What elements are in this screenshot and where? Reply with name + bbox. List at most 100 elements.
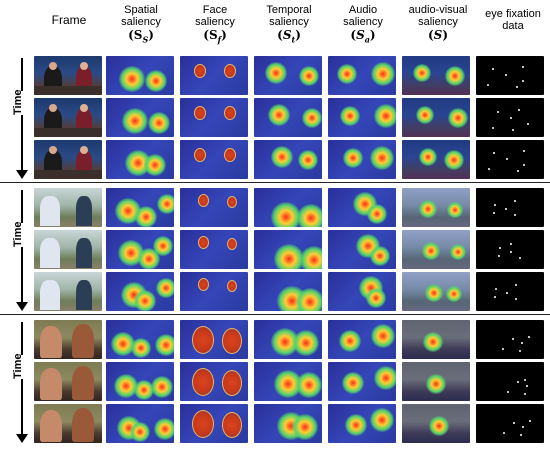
header-face: Face saliency (Sf) (180, 4, 250, 45)
header-frame: Frame (34, 14, 104, 26)
temporal-saliency-cell (254, 56, 322, 95)
header-temporal-symbol: (St) (277, 28, 301, 45)
fixation-point (495, 288, 497, 290)
face-saliency-cell (180, 98, 248, 137)
face-region (194, 148, 206, 162)
temporal-saliency-cell (254, 404, 322, 443)
news-desk (34, 170, 102, 179)
time-axis: Time (6, 54, 30, 182)
fixation-point (520, 434, 522, 436)
saliency-hotspot (374, 104, 396, 128)
officer-figure (76, 196, 92, 226)
spatial-saliency-cell (106, 320, 174, 359)
eye-fixation-cell (476, 230, 544, 269)
fixation-point (487, 84, 489, 86)
temporal-saliency-cell (254, 140, 322, 179)
saliency-hotspot (148, 112, 170, 134)
eye-fixation-cell (476, 362, 544, 401)
header-temporal-line2: saliency (269, 16, 309, 28)
face-region (222, 328, 242, 354)
fixation-point (514, 200, 516, 202)
time-arrow-head-icon (16, 434, 28, 443)
saliency-hotspot (144, 154, 166, 176)
anchor-head (80, 62, 88, 70)
eye-fixation-cell (476, 98, 544, 137)
anchor-head (49, 146, 57, 154)
eye-fixation-cell (476, 56, 544, 95)
officer-figure (76, 280, 92, 310)
time-label: Time (11, 353, 25, 379)
header-fixation-line2: data (502, 20, 524, 32)
saliency-hotspot (366, 288, 386, 308)
time-arrow-head-icon (16, 302, 28, 311)
saliency-hotspot (151, 376, 173, 398)
audiovisual-saliency-cell (402, 272, 470, 311)
officer-figure (40, 196, 60, 226)
frame-cell (34, 98, 102, 137)
saliency-hotspot (296, 288, 322, 311)
audiovisual-saliency-cell (402, 140, 470, 179)
audiovisual-saliency-cell (402, 230, 470, 269)
saliency-hotspot (134, 290, 156, 311)
frame-cell (34, 230, 102, 269)
time-arrow-line (21, 58, 23, 172)
officer-figure (76, 238, 92, 268)
group-separator (0, 182, 550, 183)
frame-cell (34, 272, 102, 311)
saliency-hotspot (447, 202, 463, 218)
eye-fixation-cell (476, 404, 544, 443)
frame-cell (34, 188, 102, 227)
saliency-hotspot (340, 106, 360, 126)
header-audiovisual: audio-visual saliency (S) (400, 4, 476, 41)
fixation-point (516, 86, 518, 88)
saliency-hotspot (155, 334, 174, 356)
time-label: Time (11, 89, 25, 115)
fixation-point (517, 381, 519, 383)
audio-saliency-cell (328, 188, 396, 227)
header-temporal-line1: Temporal (266, 4, 312, 16)
fixation-point (505, 74, 507, 76)
fixation-point (529, 420, 531, 422)
fixation-point (492, 127, 494, 129)
header-temporal: Temporal saliency (St) (254, 4, 324, 45)
fixation-point (499, 247, 501, 249)
person-figure (40, 368, 62, 400)
eye-fixation-cell (476, 320, 544, 359)
fixation-point (510, 251, 512, 253)
fixation-point (517, 170, 519, 172)
saliency-hotspot (374, 366, 396, 390)
saliency-hotspot (370, 246, 390, 266)
fixation-point (493, 152, 495, 154)
temporal-saliency-cell (254, 362, 322, 401)
saliency-grid: Time Time Time (0, 54, 550, 450)
frame-cell (34, 404, 102, 443)
header-audio: Audio saliency (Sa) (328, 4, 398, 45)
fixation-point (494, 204, 496, 206)
saliency-hotspot (342, 372, 364, 394)
anchor-head (49, 104, 57, 112)
saliency-hotspot (131, 338, 151, 358)
header-spatial-line1: Spatial (124, 4, 158, 16)
header-audiovisual-line2: saliency (418, 16, 458, 28)
person-figure (72, 408, 94, 442)
anchor-head (80, 146, 88, 154)
header-face-line2: saliency (195, 16, 235, 28)
saliency-hotspot (337, 64, 357, 84)
saliency-hotspot (156, 278, 174, 298)
saliency-hotspot (416, 106, 434, 124)
frame-cell (34, 320, 102, 359)
time-label: Time (11, 221, 25, 247)
fixation-point (519, 350, 521, 352)
spatial-saliency-cell (106, 98, 174, 137)
fixation-point (507, 391, 509, 393)
fixation-point (522, 66, 524, 68)
saliency-hotspot (119, 66, 145, 92)
anchor-figure (76, 108, 92, 134)
face-saliency-cell (180, 320, 248, 359)
spatial-saliency-cell (106, 404, 174, 443)
time-axis: Time (6, 186, 30, 314)
person-figure (72, 324, 94, 358)
face-saliency-cell (180, 362, 248, 401)
person-figure (40, 410, 62, 442)
saliency-hotspot (429, 416, 449, 436)
